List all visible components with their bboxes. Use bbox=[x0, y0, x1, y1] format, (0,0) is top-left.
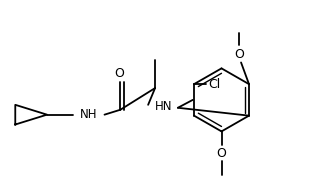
Text: O: O bbox=[114, 67, 124, 80]
Text: NH: NH bbox=[80, 108, 97, 121]
Text: O: O bbox=[216, 147, 226, 160]
Text: HN: HN bbox=[155, 100, 173, 113]
Text: Cl: Cl bbox=[208, 78, 220, 91]
Text: O: O bbox=[234, 48, 244, 61]
